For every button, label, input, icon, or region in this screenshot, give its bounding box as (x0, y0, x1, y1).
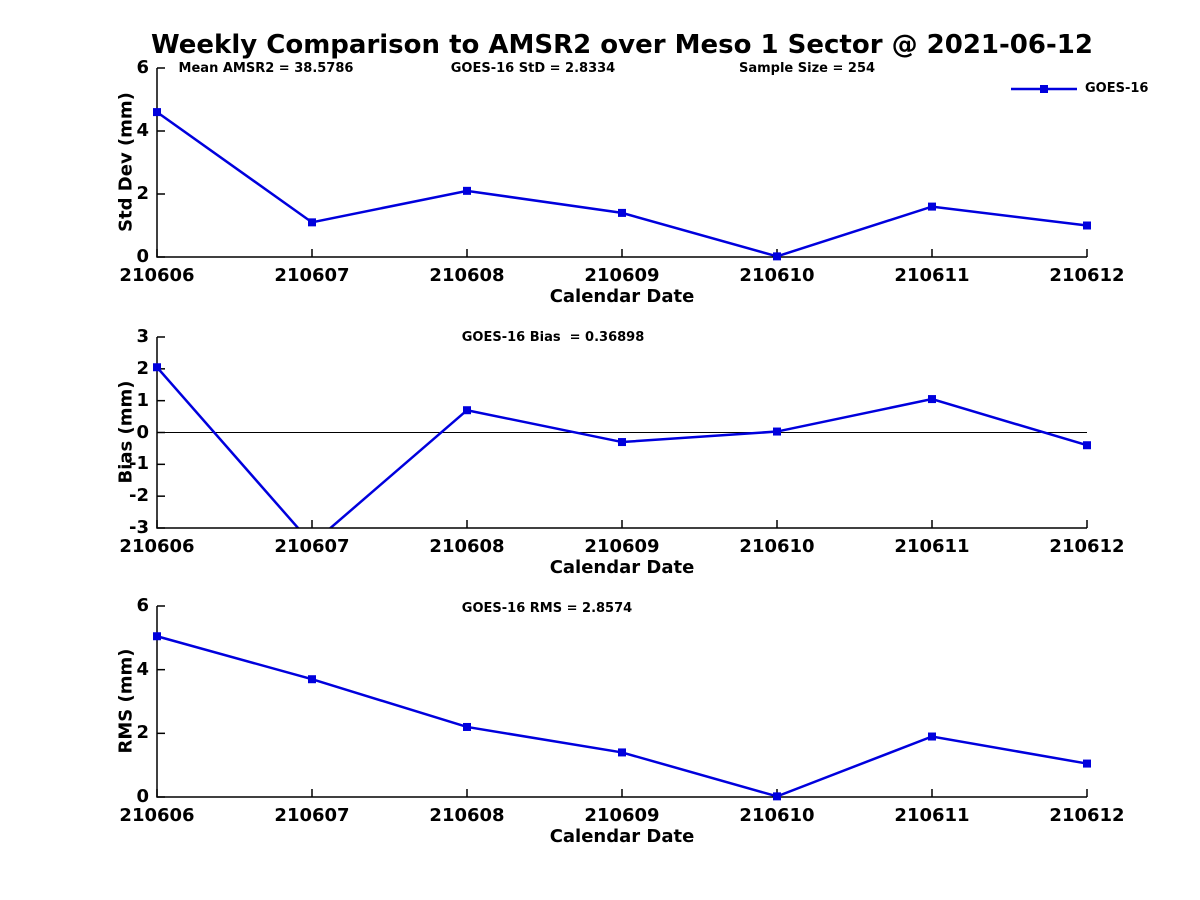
legend: GOES-16 (1010, 81, 1148, 96)
stat-goes16-std: GOES-16 StD = 2.8334 (450, 61, 616, 76)
legend-label: GOES-16 (1085, 81, 1149, 96)
y-tick-label: 2 (136, 722, 149, 744)
y-tick-label: 4 (136, 658, 149, 680)
y-tick-label: -3 (129, 517, 149, 538)
y-tick-label: 0 (136, 246, 149, 267)
data-point-marker (463, 406, 471, 415)
x-tick-label: 210608 (429, 805, 505, 826)
y-tick-label: 0 (136, 421, 149, 443)
y-tick-label: -2 (129, 485, 149, 507)
stat-sample-size: Sample Size = 254 (738, 61, 876, 76)
data-point-marker (463, 186, 471, 195)
x-tick-label: 210610 (739, 536, 815, 557)
y-tick-label: -1 (129, 453, 149, 475)
data-point-marker (928, 732, 936, 741)
x-tick-label: 210607 (274, 265, 350, 286)
data-point-marker (308, 675, 316, 684)
data-point-marker (1083, 221, 1091, 230)
legend-line-icon (1011, 84, 1077, 93)
data-point-marker (308, 218, 316, 227)
data-point-marker (153, 108, 161, 117)
y-tick-label: 1 (136, 389, 149, 411)
axis (156, 68, 1087, 258)
y-tick-label: 2 (136, 357, 149, 379)
data-point-marker (773, 427, 781, 436)
axis (156, 606, 1087, 798)
y-tick-label: 3 (136, 326, 149, 347)
x-tick-label: 210611 (894, 536, 970, 557)
x-tick-label: 210608 (429, 536, 505, 557)
data-line (156, 366, 1088, 528)
data-point-marker (618, 208, 626, 217)
data-point-marker (773, 792, 781, 801)
x-tick-label: 210612 (1049, 536, 1125, 557)
plot-annotation-rms: GOES-16 RMS = 2.8574 (461, 601, 633, 616)
x-axis-label-1: Calendar Date (549, 286, 695, 307)
y-tick-label: 2 (136, 183, 149, 204)
x-tick-label: 210606 (119, 265, 195, 286)
x-tick-label: 210607 (274, 536, 350, 557)
stat-mean-amsr2: Mean AMSR2 = 38.5786 (178, 61, 354, 76)
data-point-marker (153, 363, 161, 372)
x-tick-label: 210606 (119, 805, 195, 826)
x-tick-label: 210608 (429, 265, 505, 286)
x-tick-label: 210612 (1049, 805, 1125, 826)
x-tick-label: 210612 (1049, 265, 1125, 286)
x-tick-label: 210609 (584, 536, 660, 557)
y-tick-label: 6 (136, 595, 149, 616)
data-point-marker (928, 202, 936, 211)
data-point-marker (618, 748, 626, 757)
data-point-marker (1083, 759, 1091, 768)
chart-title: Weekly Comparison to AMSR2 over Meso 1 S… (151, 30, 1093, 60)
x-tick-label: 210611 (894, 265, 970, 286)
x-tick-label: 210609 (584, 265, 660, 286)
x-tick-label: 210610 (739, 805, 815, 826)
x-tick-label: 210607 (274, 805, 350, 826)
data-line (156, 111, 1088, 257)
plot-annotation-bias: GOES-16 Bias = 0.36898 (461, 330, 645, 345)
x-tick-label: 210609 (584, 805, 660, 826)
data-line (156, 635, 1088, 797)
y-tick-label: 0 (136, 786, 149, 807)
x-axis-label-3: Calendar Date (549, 826, 695, 847)
data-point-marker (1083, 441, 1091, 450)
data-point-marker (153, 632, 161, 641)
y-tick-label: 4 (136, 120, 149, 141)
x-tick-label: 210611 (894, 805, 970, 826)
data-point-marker (928, 395, 936, 404)
x-axis-label-2: Calendar Date (549, 557, 695, 578)
data-point-marker (618, 438, 626, 447)
y-tick-label: 6 (136, 57, 149, 78)
data-point-marker (773, 252, 781, 261)
data-point-marker (463, 722, 471, 731)
x-tick-label: 210606 (119, 536, 195, 557)
x-tick-label: 210610 (739, 265, 815, 286)
